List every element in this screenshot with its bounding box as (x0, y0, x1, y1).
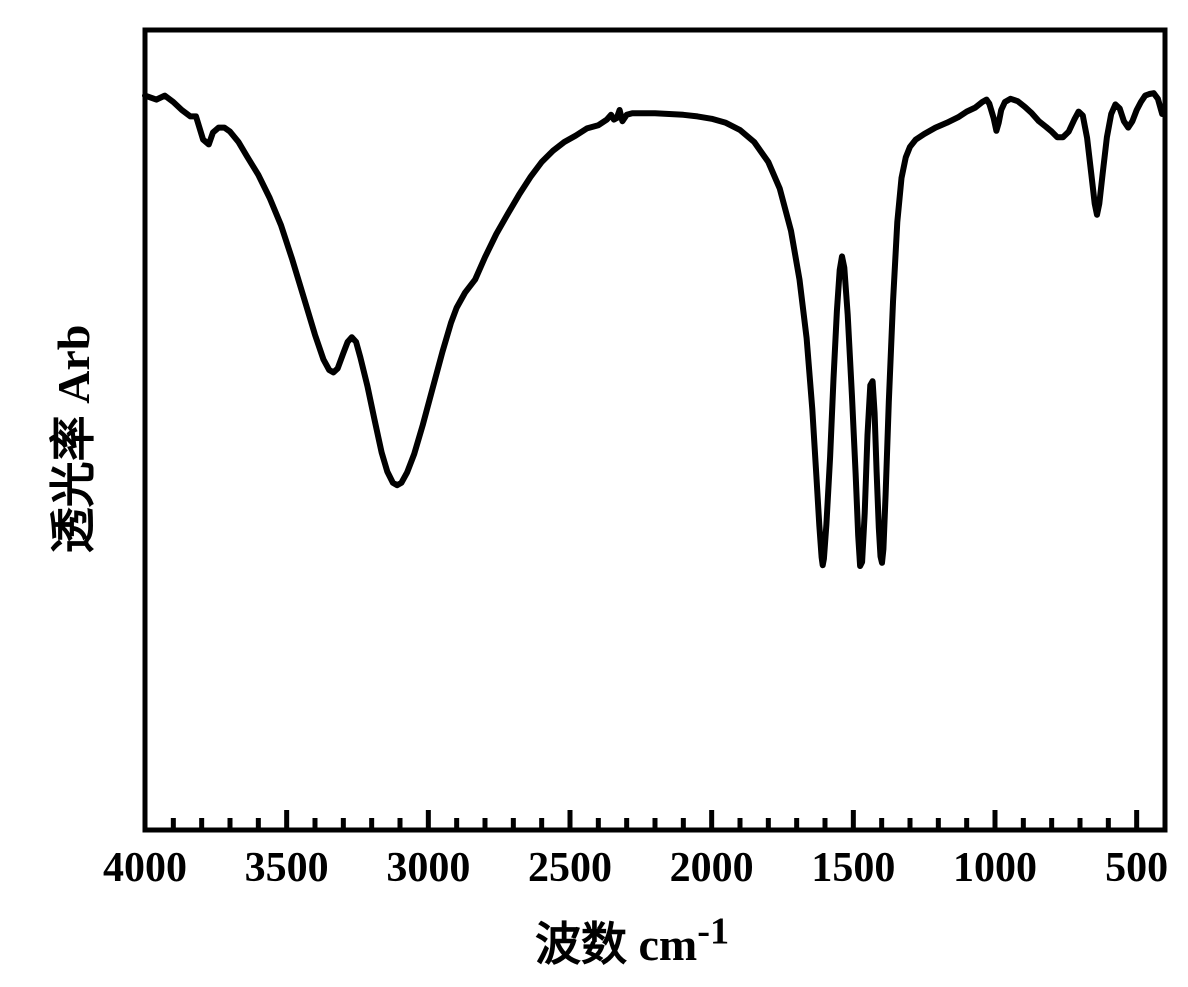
ir-spectrum-figure: 透光率 Arb 波数 cm-1 4000 3500 3000 2500 2000 1500… (0, 0, 1188, 987)
x-tick-label: 1500 (811, 844, 895, 892)
x-axis-label-cn: 波数 cm (535, 919, 697, 970)
x-axis-label: 波数 cm-1 (535, 908, 729, 974)
x-tick-label: 500 (1105, 844, 1168, 892)
x-axis-label-sup: -1 (697, 911, 729, 953)
y-axis-label-unit: Arb (48, 325, 99, 404)
x-tick-label: 2500 (528, 844, 612, 892)
y-axis-label-cn: 透光率 (48, 404, 99, 554)
x-tick-label: 1000 (953, 844, 1037, 892)
x-tick-label: 4000 (103, 844, 187, 892)
plot-svg (0, 0, 1188, 987)
x-tick-label: 3500 (245, 844, 329, 892)
y-axis-label: 透光率 Arb (37, 309, 103, 569)
x-tick-label: 2000 (670, 844, 754, 892)
x-tick-label: 3000 (386, 844, 470, 892)
